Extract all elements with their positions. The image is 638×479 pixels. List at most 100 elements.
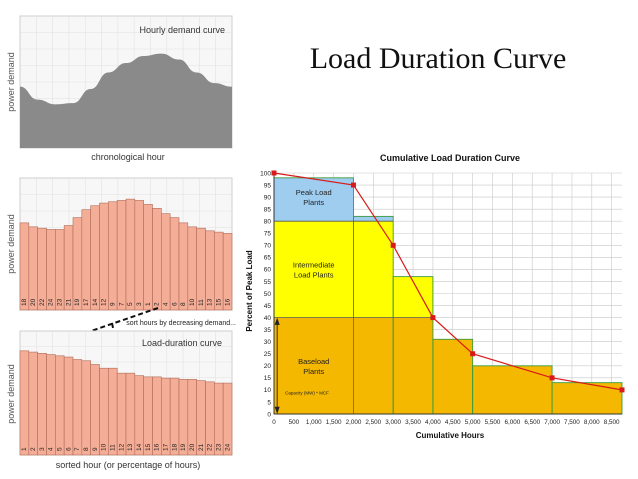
bar-tick-label: 24 bbox=[48, 298, 55, 306]
x-tick-label: 5,000 bbox=[465, 419, 481, 426]
y-tick-label: 25 bbox=[264, 351, 272, 358]
load-curve-point bbox=[549, 375, 555, 381]
demand-bar bbox=[143, 204, 153, 311]
demand-bar bbox=[152, 208, 162, 311]
plant-band-segment bbox=[353, 221, 394, 318]
y-tick-label: 50 bbox=[264, 291, 272, 298]
demand-bar bbox=[19, 222, 30, 311]
demand-bar bbox=[28, 351, 38, 456]
y-tick-label: 90 bbox=[264, 194, 272, 201]
chronological-bars-panel: 18 20 22 24 23 21 19 17 14 12 9 7 5 3 1 2 4 6 8 10 11 13 15 16 … bbox=[6, 177, 233, 311]
bar-tick-label: 7 bbox=[118, 302, 125, 306]
demand-bar bbox=[37, 353, 47, 456]
y-tick-label: 65 bbox=[264, 255, 272, 262]
capacity-note: Capacity (MW) * MCF bbox=[285, 391, 329, 396]
cumulative-chart-ylabel: Percent of Peak Load bbox=[245, 250, 254, 331]
bar-tick-label: 8 bbox=[83, 447, 90, 451]
demand-bar bbox=[187, 379, 197, 456]
demand-bar bbox=[55, 355, 65, 456]
bar-tick-label: 4 bbox=[162, 302, 169, 306]
x-tick-label: 6,000 bbox=[504, 419, 520, 426]
demand-bar bbox=[72, 217, 83, 311]
demand-bar bbox=[196, 227, 206, 311]
duration-chart-xlabel: sorted hour (or percentage of hours) bbox=[56, 460, 201, 470]
band-label-line2: Load Plants bbox=[294, 270, 334, 279]
hourly-chart-title: Hourly demand curve bbox=[139, 25, 225, 35]
demand-bar bbox=[152, 376, 162, 456]
plant-band-segment bbox=[274, 317, 354, 414]
bar-tick-label: 2 bbox=[154, 302, 161, 306]
plant-bands bbox=[274, 177, 622, 414]
bar-tick-label: 15 bbox=[145, 443, 152, 451]
y-tick-label: 75 bbox=[264, 231, 272, 238]
arrowhead-down bbox=[274, 406, 280, 414]
demand-bar bbox=[99, 367, 109, 456]
bar-tick-label: 1 bbox=[145, 302, 152, 306]
bar-tick-label: 9 bbox=[92, 447, 99, 451]
demand-bar bbox=[81, 209, 91, 311]
bar-tick-label: 19 bbox=[180, 443, 187, 451]
demand-bar bbox=[169, 377, 180, 456]
x-tick-label: 5,500 bbox=[485, 419, 501, 426]
band-label-line1: Peak Load bbox=[296, 188, 332, 197]
band-label-line1: Baseload bbox=[298, 357, 329, 366]
plant-band-segment bbox=[393, 317, 433, 414]
bar-tick-label: 18 bbox=[21, 298, 28, 306]
demand-bar bbox=[28, 226, 38, 311]
x-tick-label: 8,500 bbox=[604, 419, 620, 426]
arrowhead-up bbox=[274, 317, 280, 325]
y-tick-label: 95 bbox=[264, 182, 272, 189]
bar-tick-label: 24 bbox=[224, 443, 231, 451]
load-curve-point bbox=[470, 351, 476, 357]
demand-bar bbox=[178, 222, 189, 311]
demand-bar bbox=[134, 375, 144, 456]
bar-tick-label: 19 bbox=[74, 298, 81, 306]
y-tick-label: 35 bbox=[264, 327, 272, 334]
bar-tick-label: 14 bbox=[92, 298, 99, 306]
hourly-chart-xlabel: chronological hour bbox=[91, 152, 165, 162]
bar-tick-label: 20 bbox=[30, 298, 37, 306]
bar-tick-label: 22 bbox=[207, 443, 214, 451]
bar-tick-label: 7 bbox=[74, 447, 81, 451]
demand-bar bbox=[55, 229, 65, 311]
demand-bar bbox=[46, 354, 56, 456]
cumulative-load-duration-chart: Cumulative Load Duration Curve 0 5 10 15 20 2… bbox=[245, 153, 625, 440]
demand-bar bbox=[72, 359, 83, 456]
bar-tick-label: 3 bbox=[136, 302, 143, 306]
band-label-line2: Plants bbox=[303, 198, 324, 207]
y-tick-label: 40 bbox=[264, 315, 272, 322]
y-tick-label: 20 bbox=[264, 363, 272, 370]
bar-tick-label: 8 bbox=[180, 302, 187, 306]
plant-band-segment bbox=[432, 339, 473, 414]
y-tick-label: 0 bbox=[267, 411, 271, 418]
duration-chart-ylabel: power demand bbox=[6, 364, 16, 424]
demand-bar bbox=[19, 350, 30, 456]
demand-bar bbox=[178, 379, 189, 456]
demand-bar bbox=[37, 227, 47, 311]
demand-bar bbox=[46, 229, 56, 311]
hourly-demand-panel: Hourly demand curve chronological hour p… bbox=[6, 15, 233, 162]
demand-bar bbox=[169, 217, 180, 311]
y-tick-label: 10 bbox=[264, 387, 272, 394]
demand-bar bbox=[134, 200, 144, 311]
demand-bar bbox=[125, 198, 136, 311]
bar-tick-label: 13 bbox=[207, 298, 214, 306]
bar-tick-label: 10 bbox=[189, 298, 196, 306]
demand-bar bbox=[116, 200, 127, 311]
x-tick-label: 1,500 bbox=[326, 419, 342, 426]
cumulative-chart-title: Cumulative Load Duration Curve bbox=[380, 153, 520, 163]
demand-bar bbox=[108, 367, 118, 456]
demand-bar bbox=[90, 205, 100, 311]
x-tick-label: 3,500 bbox=[405, 419, 421, 426]
bar-tick-label: 11 bbox=[109, 444, 116, 451]
bar-tick-label: 6 bbox=[171, 302, 178, 306]
demand-bar bbox=[63, 225, 74, 311]
plant-band-segment bbox=[552, 382, 622, 414]
y-tick-label: 60 bbox=[264, 267, 272, 274]
band-label-line1: Intermediate bbox=[293, 260, 335, 269]
y-tick-label: 45 bbox=[264, 303, 272, 310]
plant-band-segment bbox=[472, 365, 553, 414]
plant-band-segment bbox=[393, 276, 433, 318]
load-curve-point bbox=[350, 182, 356, 188]
demand-bar bbox=[108, 201, 118, 311]
